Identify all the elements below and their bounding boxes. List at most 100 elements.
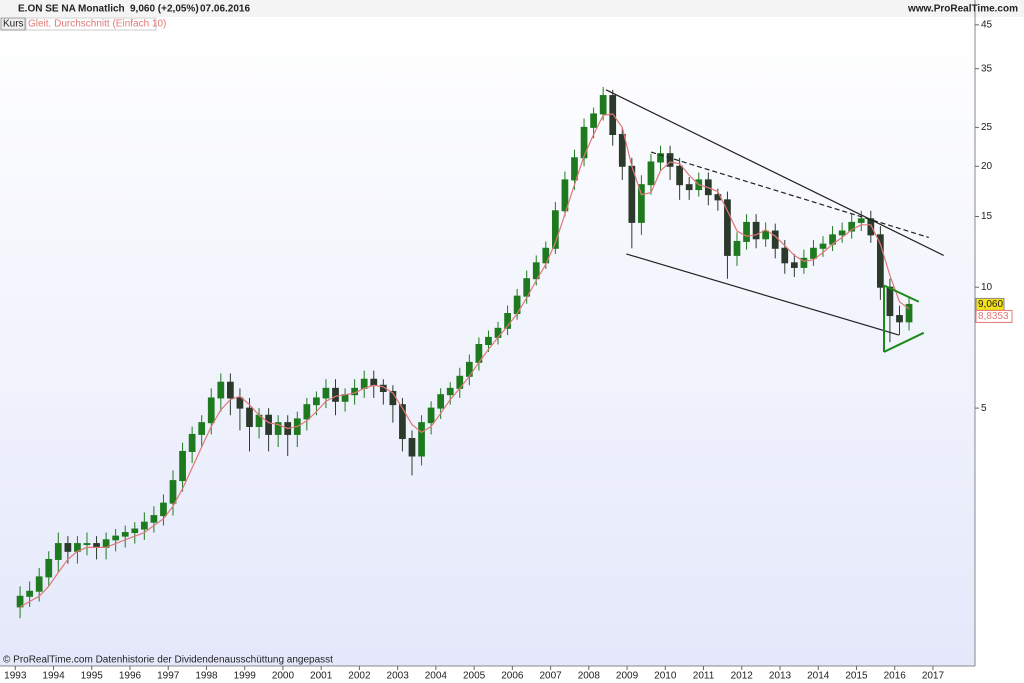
footnote: © ProRealTime.com Datenhistorie der Divi… <box>3 655 333 666</box>
y-tick-label: 35 <box>981 63 993 74</box>
candle-body <box>485 336 492 346</box>
x-tick-label: 2012 <box>731 671 754 682</box>
candle-body <box>800 257 808 268</box>
trendline <box>650 151 929 239</box>
candle-body <box>762 230 770 240</box>
candle-body <box>790 262 798 268</box>
candle-body <box>408 438 416 457</box>
symbol: E.ON SE NA <box>18 4 76 15</box>
candle-body <box>771 230 779 249</box>
candle-body <box>265 414 272 435</box>
x-tick-label: 2005 <box>463 671 486 682</box>
trendline <box>883 284 920 303</box>
candle-body <box>561 179 569 212</box>
candle-body <box>207 397 215 424</box>
candle-body <box>227 381 234 399</box>
candle-body <box>399 404 406 440</box>
candle-body <box>332 387 339 402</box>
candle-body <box>198 422 206 435</box>
candle-body <box>45 558 53 578</box>
candle-body <box>341 394 349 402</box>
candle-body <box>676 165 684 186</box>
candle-body <box>418 422 425 457</box>
candle-body <box>54 543 62 560</box>
candle-body <box>724 199 731 256</box>
candle-body <box>877 234 884 288</box>
candle-body <box>523 278 531 297</box>
candle-body <box>638 184 645 223</box>
x-tick-label: 1996 <box>119 671 142 682</box>
x-tick-label: 2003 <box>387 671 410 682</box>
moving-average <box>19 113 910 608</box>
candle-body <box>886 286 894 317</box>
candle-body <box>905 303 913 323</box>
candle-body <box>580 126 588 159</box>
x-tick-label: 2004 <box>425 671 448 682</box>
x-tick-label: 2011 <box>693 671 715 682</box>
ma-label-box <box>975 309 1013 323</box>
legend-box <box>25 17 157 31</box>
y-tick-label: 15 <box>981 211 993 222</box>
candle-body <box>112 535 120 541</box>
candle-body <box>360 378 368 389</box>
trendline <box>605 89 944 256</box>
header-bar <box>0 0 1024 17</box>
candle-body <box>437 394 445 409</box>
x-tick-label: 2017 <box>922 671 945 682</box>
legend-entry: Gleit. Durchschnitt (Einfach 10) <box>28 19 166 30</box>
y-tick-label: 20 <box>981 161 993 172</box>
candle-body <box>552 210 559 249</box>
candle-body <box>685 184 693 191</box>
panel-box <box>0 17 26 31</box>
candle-body <box>857 218 865 223</box>
candle-body <box>571 157 578 181</box>
trendline <box>883 331 925 353</box>
candle-body <box>83 543 91 546</box>
candle-body <box>781 247 789 264</box>
x-tick-label: 2015 <box>845 671 868 682</box>
y-tick-label: 45 <box>981 19 993 30</box>
candle-body <box>121 532 129 537</box>
candle-body <box>896 315 903 323</box>
y-tick-label: 10 <box>981 282 993 293</box>
x-tick-label: 2007 <box>539 671 562 682</box>
candle-body <box>131 528 139 534</box>
candle-body <box>64 543 72 552</box>
x-tick-label: 1998 <box>195 671 218 682</box>
candle-body <box>313 397 320 406</box>
candle-body <box>246 407 253 427</box>
candle-body <box>274 422 282 435</box>
candle-body <box>188 433 196 452</box>
candle-body <box>657 153 664 163</box>
x-tick-label: 2009 <box>616 671 639 682</box>
quote: 9,060 (+2,05%) <box>130 4 199 15</box>
candle-body <box>743 221 750 242</box>
candle-body <box>140 521 148 530</box>
candle-body <box>819 243 827 249</box>
candle-body <box>150 515 158 523</box>
candle-body <box>542 247 550 264</box>
x-tick-label: 2006 <box>501 671 524 682</box>
candle-body <box>427 407 435 424</box>
candle-body <box>628 165 636 223</box>
date: 07.06.2016 <box>200 4 250 15</box>
x-tick-label: 1997 <box>157 671 180 682</box>
x-tick-label: 2014 <box>807 671 830 682</box>
candle-body <box>494 327 502 338</box>
x-tick-label: 2002 <box>348 671 371 682</box>
candle-body <box>169 480 177 504</box>
candle-body <box>236 397 244 409</box>
candle-body <box>179 450 186 482</box>
x-tick-label: 2008 <box>578 671 601 682</box>
candle-body <box>647 161 655 186</box>
candle-body <box>838 230 846 236</box>
x-tick-label: 2010 <box>654 671 677 682</box>
candle-body <box>733 240 741 256</box>
x-tick-label: 1994 <box>42 671 65 682</box>
candle-body <box>590 113 597 128</box>
x-tick-label: 1995 <box>81 671 104 682</box>
trendline <box>626 253 900 336</box>
candle-body <box>26 590 33 597</box>
x-tick-label: 2000 <box>272 671 295 682</box>
candle-body <box>867 218 875 236</box>
